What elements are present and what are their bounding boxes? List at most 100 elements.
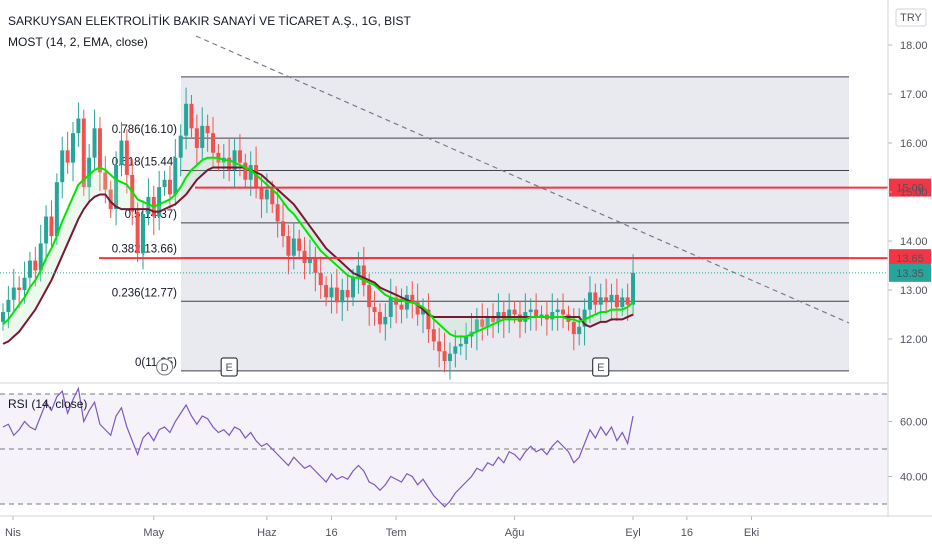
candle-body <box>200 125 205 148</box>
time-tick-label: Nis <box>5 527 21 539</box>
most-indicator <box>2 156 634 345</box>
fib-level-label: 0.236(12.77) <box>112 287 177 299</box>
price-tick-label: 14.00 <box>900 236 928 248</box>
currency-label: TRY <box>900 12 922 24</box>
time-tick-label: Tem <box>386 527 407 539</box>
candle-body <box>410 294 415 303</box>
candle-body <box>394 297 399 305</box>
candle-body <box>178 135 183 158</box>
trend-line[interactable] <box>195 35 850 324</box>
last-price-value: 13.35 <box>896 268 924 280</box>
price-tick-label: 17.00 <box>900 89 928 101</box>
price-axis[interactable]: 12.00 13.00 14.00 15.00 16.00 17.00 18.00 <box>888 40 928 346</box>
candle-body <box>485 316 490 327</box>
candle-body <box>512 309 517 315</box>
time-axis[interactable]: Nis May Haz 16 Tem Ağu Eyl 16 Eki <box>5 516 759 539</box>
most-slow-line <box>2 166 634 345</box>
fib-level-label: 0.786(16.10) <box>112 124 177 136</box>
candle-body <box>351 277 356 298</box>
rsi-tick-label: 40.00 <box>900 472 928 484</box>
candle-body <box>297 238 302 251</box>
earnings-event-marker <box>220 357 238 377</box>
candle-body <box>501 312 506 320</box>
candle-body <box>162 179 167 188</box>
candle-body <box>593 292 598 305</box>
candle-body <box>291 238 296 256</box>
candle-body <box>1 312 5 322</box>
candle-body <box>71 133 76 163</box>
candle-body <box>194 128 199 148</box>
candle-body <box>447 353 452 362</box>
horizontal-line-value: 13.65 <box>896 253 924 265</box>
currency-badge[interactable] <box>895 8 927 27</box>
candle-body <box>426 309 431 330</box>
candle-body <box>205 125 210 134</box>
candle-body <box>550 312 555 320</box>
candle-body <box>609 294 614 303</box>
candle-body <box>388 297 393 317</box>
time-tick-label: Eki <box>744 527 759 539</box>
candle-body <box>453 346 458 354</box>
candle-body <box>108 189 113 210</box>
candle-body <box>631 272 636 305</box>
event-letter: E <box>225 362 232 374</box>
earnings-event-marker <box>592 357 610 377</box>
price-tick-label: 18.00 <box>900 40 928 52</box>
candle-body <box>356 265 361 278</box>
candle-body <box>38 243 43 271</box>
candle-body <box>340 290 345 303</box>
candle-body <box>577 326 582 335</box>
event-letter: E <box>597 362 604 374</box>
time-tick-label: Haz <box>257 527 277 539</box>
price-tick-label: 15.00 <box>900 187 928 199</box>
candle-body <box>307 258 312 264</box>
candle-body <box>324 285 329 298</box>
candle-body <box>329 287 334 298</box>
candle-body <box>571 321 576 335</box>
candle-body <box>587 292 592 310</box>
candle-body <box>582 309 587 327</box>
candle-body <box>49 216 54 237</box>
dashed-trend-line[interactable] <box>195 35 850 324</box>
candle-body <box>399 304 404 310</box>
candle-body <box>173 157 178 195</box>
candle-body <box>11 287 16 300</box>
candle-body <box>135 211 140 254</box>
candle-body <box>431 329 436 342</box>
candle-body <box>313 258 318 273</box>
candle-body <box>227 157 232 170</box>
candle-body <box>22 277 27 290</box>
candle-body <box>119 140 124 166</box>
horizontal-lines[interactable]: 15.09 13.65 13.35 <box>0 178 931 282</box>
candle-body <box>264 189 269 200</box>
candle-body <box>124 140 129 175</box>
last-price-badge <box>889 263 931 282</box>
price-tick-label: 16.00 <box>900 138 928 150</box>
rsi-line <box>2 386 634 508</box>
candle-body <box>625 297 630 305</box>
candle-body <box>620 297 625 308</box>
candle-body <box>604 297 609 303</box>
time-tick-label: May <box>143 527 164 539</box>
candle-body <box>561 309 566 315</box>
dividend-event-marker <box>156 358 174 376</box>
candle-body <box>17 287 22 290</box>
candle-body <box>372 307 377 313</box>
time-tick-label: 16 <box>681 527 693 539</box>
time-tick-label: 16 <box>325 527 337 539</box>
rsi-tick-label: 60.00 <box>900 417 928 429</box>
candle-body <box>211 133 216 153</box>
event-letter: D <box>161 362 169 374</box>
indicator-label: MOST (14, 2, EMA, close) <box>8 35 148 49</box>
time-tick-label: Ağu <box>505 527 525 539</box>
candle-body <box>566 314 571 322</box>
candle-body <box>286 236 291 256</box>
candle-body <box>361 265 366 286</box>
candle-body <box>377 312 382 325</box>
candle-body <box>415 302 420 315</box>
candle-body <box>367 285 372 308</box>
candle-body <box>27 260 32 278</box>
candle-body <box>114 165 119 210</box>
candle-body <box>243 162 248 180</box>
candle-body <box>92 128 97 158</box>
